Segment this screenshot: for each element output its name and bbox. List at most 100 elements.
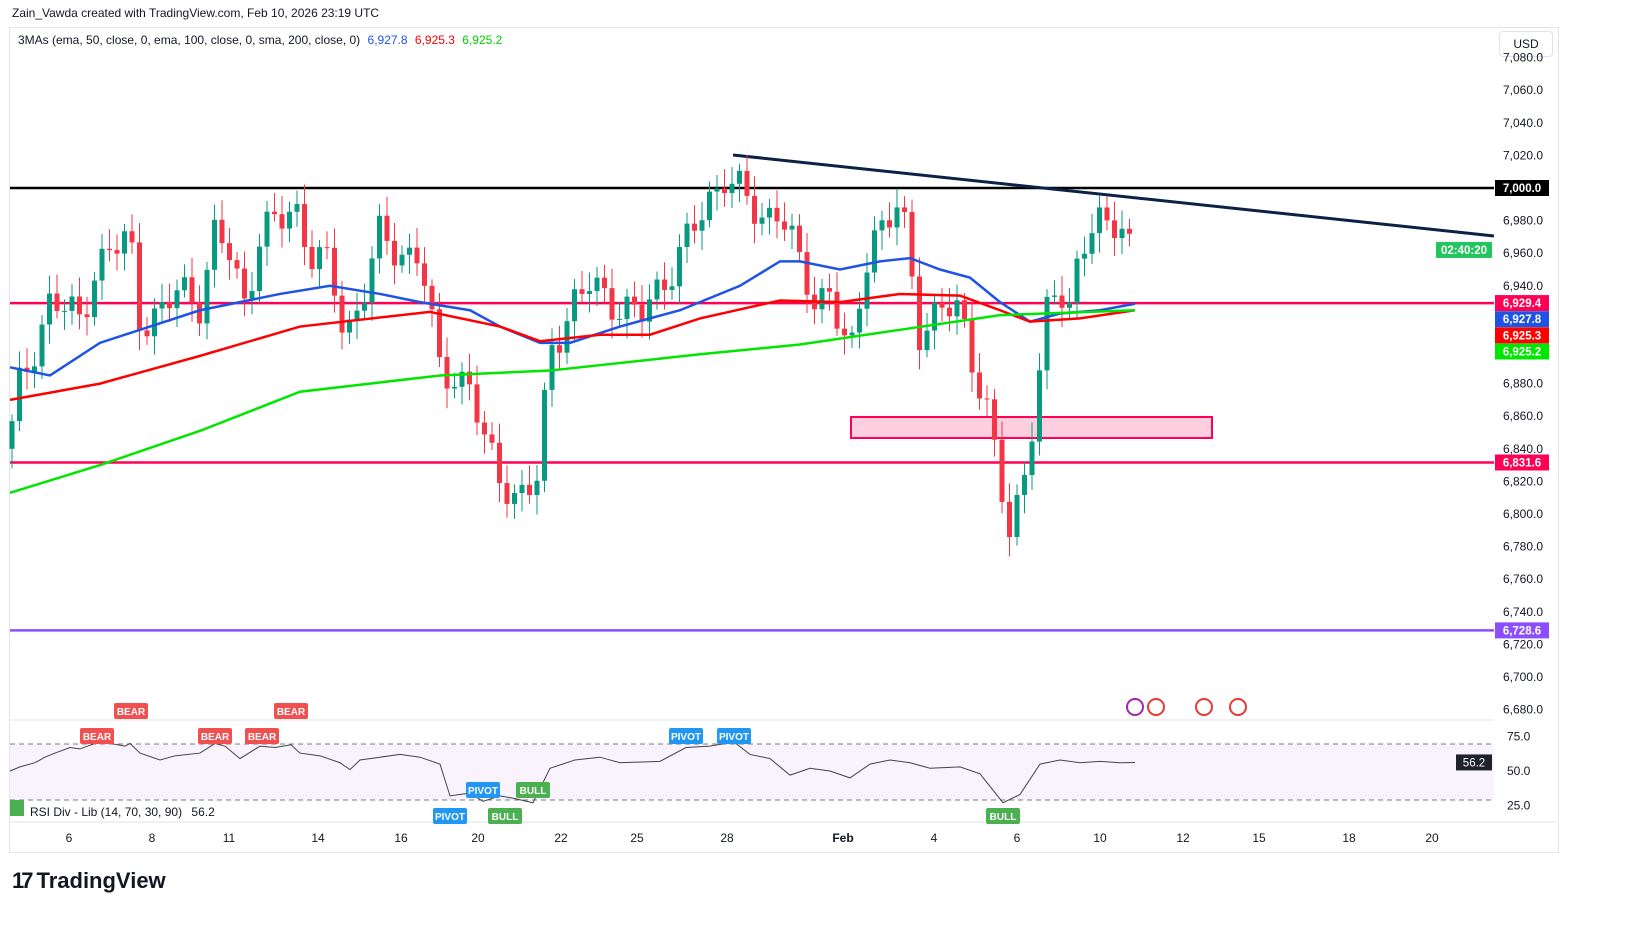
candle-body [324,247,330,249]
candle-body [512,493,517,504]
candle-body [579,289,585,294]
candle-body [99,248,105,281]
candle-body [909,211,915,277]
candle-body [977,372,982,399]
candle-body [62,310,67,312]
candle-body [152,308,157,337]
rsi-tick: 25.0 [1507,799,1531,813]
candle-body [1014,494,1020,537]
brand-name: TradingView [36,868,166,893]
price-tick: 7,080.0 [1503,51,1543,65]
candle-body [257,246,262,292]
candle-body [264,211,270,247]
candle-body [962,300,967,319]
candle-body [317,247,322,270]
candle-body [534,480,540,495]
rsi-tag-text: BULL [520,786,547,797]
candle-body [699,220,705,231]
candle-body [1029,441,1035,476]
candle-body [294,204,300,212]
rsi-band [10,744,1494,800]
candle-body [144,330,150,337]
price-label: 7,000.0 [1503,183,1541,195]
candle-body [774,207,780,222]
currency-button[interactable]: USD [1499,31,1553,57]
candle-body [722,188,727,194]
candle-body [797,225,802,253]
price-tick: 6,820.0 [1503,474,1543,488]
candle-body [452,386,457,389]
time-tick: 18 [1342,831,1356,845]
rsi-tag-pivot [669,728,703,744]
candle-body [227,243,232,261]
ma-legend[interactable]: 3MAs (ema, 50, close, 0, ema, 100, close… [18,33,502,47]
candle-body [917,276,922,351]
tradingview-logo[interactable]: 17 TradingView [12,868,166,894]
time-tick: 10 [1093,831,1107,845]
time-tick: 15 [1252,831,1266,845]
candle-body [414,247,420,264]
ema100-value: 6,925.3 [414,33,455,47]
candle-body [692,223,697,231]
candle-body [632,296,637,305]
candle-body [834,291,840,329]
rsi-tag-bull [516,782,550,798]
price-tick: 6,960.0 [1503,246,1543,260]
candle-body [354,310,360,320]
rsi-tag-text: BEAR [201,732,230,743]
price-tick: 6,680.0 [1503,703,1543,717]
rsi-tag-text: BEAR [248,732,277,743]
price-tick: 6,780.0 [1503,540,1543,554]
credit-header: Zain_Vawda created with TradingView.com,… [12,6,380,20]
candle-body [347,319,352,333]
price-tick: 6,940.0 [1503,279,1543,293]
price-label: 6,925.2 [1503,346,1541,358]
candle-body [189,277,195,303]
candle-body [219,219,225,244]
rsi-tag-pivot [466,782,500,798]
candle-body [1022,475,1027,495]
candle-body [1059,295,1065,308]
price-label: 6,831.6 [1503,457,1541,469]
candle-body [969,318,975,373]
candle-body [827,288,832,292]
candle-body [1082,253,1087,259]
candle-body [609,288,615,320]
rsi-legend[interactable]: RSI Div - Lib (14, 70, 30, 90) 56.2 [30,805,215,819]
price-tick: 6,860.0 [1503,409,1543,423]
candle-body [804,252,810,295]
rsi-tag-bull [986,808,1020,824]
candle-body [504,483,510,504]
candle-body [677,247,682,287]
price-label-bg [1495,180,1549,196]
candle-body [894,207,900,228]
candle-body [497,442,502,484]
candle-body [647,299,652,322]
price-tick: 6,800.0 [1503,507,1543,521]
rsi-tag-text: PIVOT [435,812,465,823]
candle-body [737,170,742,184]
candle-body [669,286,675,290]
rsi-tag-bear [274,703,308,719]
candle-body [954,300,960,317]
candle-body [879,220,885,231]
candle-body [272,211,277,215]
us-flag-event-icon [1147,698,1165,716]
candle-body [864,272,870,309]
rsi-tag-text: BULL [492,812,519,823]
time-tick: 8 [149,831,156,845]
price-label-bg [1495,295,1549,312]
candle-body [92,280,97,318]
candle-body [279,214,285,229]
time-tick: 14 [311,831,325,845]
time-tick: 22 [554,831,568,845]
rsi-tag-bear [245,728,279,744]
candle-body [1119,228,1125,239]
candle-body [369,258,375,303]
candle-body [707,191,712,221]
candle-body [489,434,495,443]
candle-body [1112,220,1117,239]
candle-body [1052,295,1057,297]
candle-body [332,247,337,296]
